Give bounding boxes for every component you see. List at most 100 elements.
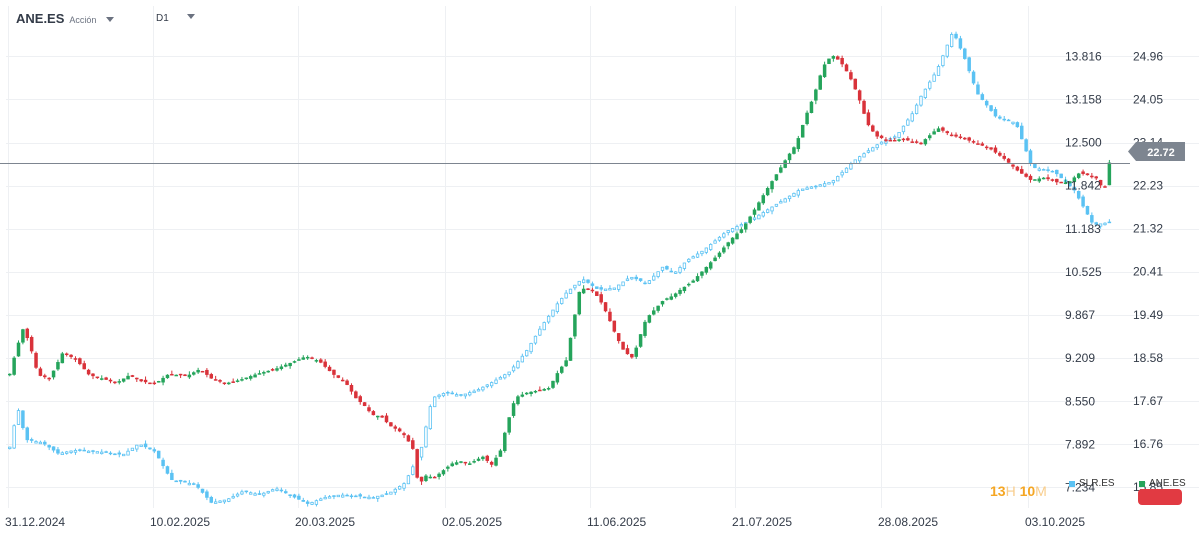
candle-body <box>1015 166 1020 171</box>
candle-body <box>757 202 761 211</box>
legend-item-slr[interactable]: SLR.ES <box>1069 478 1115 489</box>
candle-body <box>875 131 879 137</box>
legend-label: ANE.ES <box>1149 478 1186 489</box>
candle-body <box>603 288 608 291</box>
candle-body <box>349 495 354 498</box>
candle-body <box>836 56 840 60</box>
candle-body <box>744 223 748 230</box>
candle-body <box>494 457 498 466</box>
legend-item-ane[interactable]: ANE.ES <box>1139 478 1186 489</box>
candle-body <box>56 362 60 370</box>
candle-body <box>406 475 411 485</box>
candle-body <box>424 426 428 448</box>
candle-body <box>227 382 231 385</box>
candle-body <box>739 229 744 233</box>
candle-body <box>257 373 262 375</box>
candle-body <box>796 138 801 150</box>
candle-body <box>174 480 178 483</box>
candle-body <box>472 461 476 463</box>
candle-body <box>104 377 108 380</box>
candle-body <box>1015 122 1020 128</box>
candle-body <box>446 392 450 394</box>
candle-body <box>599 294 603 303</box>
candle-body <box>170 472 174 481</box>
timeframe-selector[interactable]: D1 <box>156 13 195 24</box>
candle-body <box>1055 178 1059 183</box>
y-right-tick-label: 21.32 <box>1133 222 1163 236</box>
candle-body <box>288 362 292 367</box>
candle-body <box>432 476 437 479</box>
candle-body <box>200 370 205 373</box>
chevron-down-icon <box>106 17 115 22</box>
candle-body <box>1072 177 1077 183</box>
candle-body <box>665 298 669 300</box>
candle-body <box>1046 169 1050 171</box>
candle-body <box>993 147 998 153</box>
candle-body <box>336 375 341 378</box>
candle-body <box>849 72 853 80</box>
candle-body <box>1059 173 1063 179</box>
candle-body <box>739 224 744 227</box>
candle-body <box>200 488 205 493</box>
candle-body <box>21 329 25 343</box>
candle-body <box>862 100 866 114</box>
candle-body <box>963 48 967 59</box>
candle-body <box>700 250 704 255</box>
candle-body <box>249 492 253 495</box>
series-ane-es <box>8 55 1112 485</box>
candle-body <box>971 71 976 84</box>
candle-body <box>485 455 490 461</box>
candle-body <box>862 153 866 158</box>
candle-body <box>43 441 47 445</box>
candle-body <box>1063 182 1068 184</box>
candle-body <box>678 267 682 273</box>
candle-body <box>174 374 178 377</box>
symbol-selector[interactable]: ANE.ES Acción <box>16 11 115 26</box>
candle-body <box>555 373 560 383</box>
candle-body <box>358 494 362 497</box>
candle-body <box>814 89 818 101</box>
remove-series-badge[interactable] <box>1138 489 1182 505</box>
candle-body <box>227 498 231 502</box>
candle-body <box>323 496 327 500</box>
candle-body <box>314 500 319 505</box>
candle-body <box>240 491 244 495</box>
candle-body <box>709 244 713 250</box>
candle-body <box>533 390 538 393</box>
candle-body <box>752 209 757 215</box>
candle-body <box>801 188 805 191</box>
candle-body <box>546 388 551 390</box>
candle-body <box>310 357 314 359</box>
legend-swatch <box>1139 480 1145 487</box>
candle-body <box>674 271 678 274</box>
candle-body <box>415 449 419 478</box>
y-axis-right: 24.9624.0523.1422.2321.3220.4119.4918.58… <box>1133 50 1163 494</box>
candle-body <box>638 334 643 347</box>
candle-body <box>389 491 393 495</box>
candle-body <box>161 459 165 467</box>
candle-body <box>901 138 906 141</box>
candle-body <box>919 142 923 145</box>
candle-body <box>713 240 717 244</box>
candle-body <box>617 284 621 290</box>
candle-body <box>507 417 511 433</box>
candle-body <box>1041 169 1046 171</box>
candle-body <box>971 141 976 143</box>
candle-body <box>831 180 836 184</box>
candle-body <box>231 381 235 383</box>
candle-body <box>284 491 288 494</box>
candle-body <box>196 369 200 373</box>
candle-body <box>516 396 520 405</box>
candle-body <box>818 184 822 187</box>
candle-body <box>735 233 739 240</box>
candle-body <box>695 253 700 258</box>
candle-body <box>441 470 446 475</box>
candle-body <box>866 112 871 126</box>
candle-body <box>165 374 170 379</box>
candle-body <box>104 451 108 453</box>
candle-body <box>586 279 590 283</box>
candle-body <box>529 342 533 353</box>
candle-body <box>139 379 143 382</box>
candle-body <box>218 380 222 382</box>
